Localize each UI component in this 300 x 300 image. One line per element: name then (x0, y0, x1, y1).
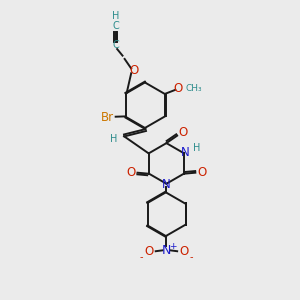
Text: N: N (162, 178, 171, 190)
Text: H: H (112, 11, 119, 21)
Text: N: N (162, 244, 171, 256)
Text: -: - (189, 252, 193, 262)
Text: C: C (112, 40, 119, 50)
Text: O: O (179, 245, 188, 258)
Text: O: O (174, 82, 183, 95)
Text: O: O (145, 245, 154, 258)
Text: C: C (112, 21, 119, 31)
Text: H: H (193, 143, 200, 153)
Text: +: + (169, 242, 177, 251)
Text: CH₃: CH₃ (186, 83, 202, 92)
Text: O: O (178, 126, 188, 139)
Text: Br: Br (101, 110, 114, 124)
Text: O: O (197, 166, 207, 179)
Text: O: O (126, 166, 136, 179)
Text: -: - (140, 252, 143, 262)
Text: N: N (181, 146, 189, 160)
Text: H: H (110, 134, 117, 144)
Text: O: O (129, 64, 138, 77)
